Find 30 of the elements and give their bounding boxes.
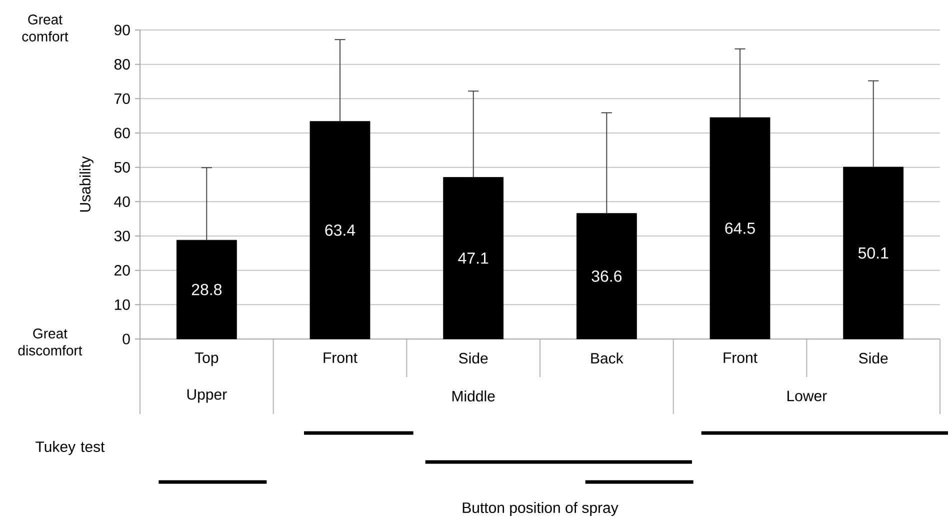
x-tick-label: Top: [194, 352, 218, 366]
y-tick-label: 50: [114, 162, 130, 173]
y-tick-label: 80: [114, 59, 130, 70]
data-label: 64.5: [725, 222, 755, 234]
x-tick-label: Front: [324, 352, 358, 363]
y-tick-label: 90: [114, 24, 130, 36]
text: Lower: [787, 390, 827, 402]
text: Button position of spray: [462, 502, 618, 516]
x-tick-label: Side: [859, 352, 888, 364]
text: Great comfort: [22, 14, 68, 42]
data-label: 47.1: [458, 252, 488, 264]
y-tick-label: 40: [114, 196, 130, 207]
data-label: 63.4: [325, 224, 356, 236]
text: Middle: [452, 390, 495, 402]
x-tick-label: Side: [459, 352, 488, 364]
y-tick-label: 60: [114, 128, 130, 138]
data-label: 28.8: [192, 284, 222, 296]
y-tick-label: 0: [122, 334, 130, 344]
y-axis-title: Usability: [79, 156, 94, 212]
data-label: 36.6: [592, 270, 622, 282]
x-tick-label: Back: [591, 352, 624, 364]
x-tick-label: Front: [724, 352, 758, 363]
text: Great discomfort: [18, 328, 82, 356]
data-label: 50.1: [858, 247, 888, 259]
text: Tukey test: [36, 441, 105, 455]
y-tick-label: 10: [114, 299, 130, 310]
text: Upper: [187, 389, 227, 403]
y-tick-label: 30: [114, 230, 130, 242]
y-tick-label: 70: [114, 93, 130, 104]
y-tick-label: 20: [114, 265, 130, 276]
